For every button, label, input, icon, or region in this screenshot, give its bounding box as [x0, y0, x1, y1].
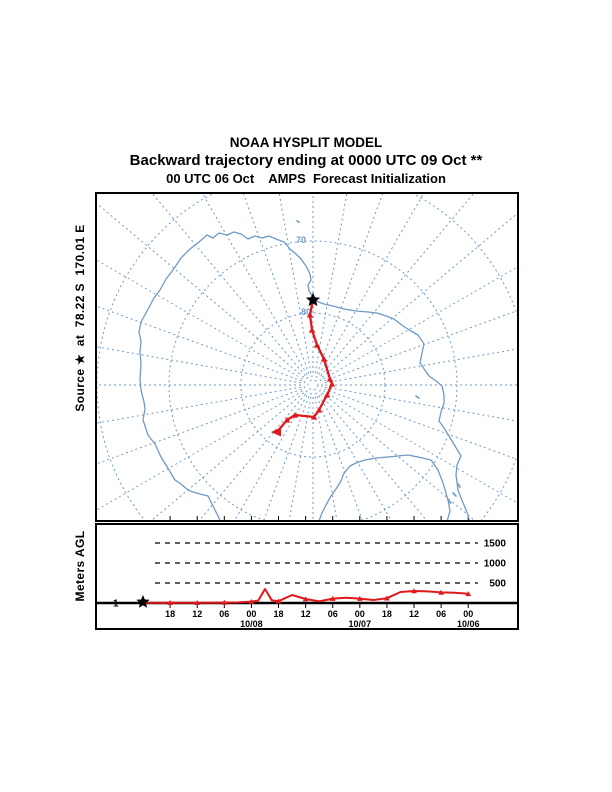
antarctica-coastline: [318, 454, 451, 520]
latitude-label: 70: [296, 235, 306, 245]
meridian-line: [324, 388, 517, 460]
meridian-line: [97, 305, 302, 382]
source-star-icon: [305, 292, 321, 307]
date-label: 10/06: [457, 619, 480, 628]
height-profile-panel: 1500 1000 500 18 12 06 00 18 12 06 00 18 12 06 00 10/08…: [95, 523, 519, 630]
meridian-line: [278, 194, 312, 374]
latitude-circle: [168, 240, 458, 520]
trajectory-number: 1: [113, 599, 119, 610]
trajectory-marker: [326, 376, 334, 382]
height-profile-line: [142, 588, 469, 604]
trajectory-end-arrow: [271, 427, 281, 437]
trajectory-marker: [323, 392, 331, 398]
meridian-line: [234, 395, 308, 520]
trajectory-marker: [328, 381, 336, 387]
meridian-line: [318, 395, 392, 520]
meridian-line: [320, 194, 474, 377]
hour-tick-label: 18: [165, 609, 175, 619]
hour-tick-label: 00: [355, 609, 365, 619]
meters-agl-label: Meters AGL: [73, 530, 87, 602]
island: [296, 220, 300, 223]
height-profile-marker: [357, 595, 363, 601]
gridline-label: 500: [489, 579, 506, 590]
trajectory-marker: [308, 327, 316, 333]
start-star-icon: [136, 595, 150, 608]
meridian-line: [202, 194, 308, 375]
hour-tick-label: 18: [274, 609, 284, 619]
island: [448, 500, 452, 504]
trajectory-marker: [291, 412, 299, 418]
hour-tick-label: 00: [246, 609, 256, 619]
latitude-circle: [240, 312, 386, 458]
antarctica-trajectory-map: 70 80: [97, 194, 517, 520]
trajectory-marker: [306, 312, 314, 318]
height-profile-marker: [275, 598, 282, 604]
hour-tick-label: 18: [382, 609, 392, 619]
meridian-line: [242, 194, 310, 374]
trajectory-title: Backward trajectory ending at 0000 UTC 0…: [129, 152, 483, 169]
hour-tick-label: 06: [328, 609, 338, 619]
height-profile-marker: [465, 591, 472, 597]
height-profile-marker: [167, 600, 173, 605]
map-panel: 70 80: [95, 192, 519, 522]
meridian-line: [323, 266, 517, 380]
height-profile-marker: [194, 600, 200, 605]
hour-tick-label: 06: [219, 609, 229, 619]
gridline-label: 1500: [484, 539, 507, 550]
title-block: NOAA HYSPLIT MODEL Backward trajectory e…: [0, 135, 612, 187]
meridian-line: [314, 396, 338, 520]
antarctica-coastline: [138, 231, 470, 520]
meridian-line: [314, 194, 348, 374]
island: [452, 492, 457, 497]
hour-tick-label: 12: [301, 609, 311, 619]
latitude-label: 80: [301, 307, 311, 317]
trajectory-marker: [315, 407, 323, 413]
source-location-label: Source ★ at 78.22 S 170.01 E: [73, 224, 87, 412]
meridian-line: [97, 259, 303, 380]
trajectory-path: [276, 299, 334, 433]
trajectory-marker: [310, 414, 318, 420]
gridline-label: 1000: [484, 559, 507, 570]
meridian-line: [97, 386, 302, 424]
island: [457, 483, 461, 488]
hour-tick-label: 06: [436, 609, 446, 619]
trajectory-marker: [313, 342, 321, 348]
height-profile-marker: [384, 595, 390, 601]
meridian-line: [316, 194, 384, 374]
height-profile-marker: [302, 596, 309, 602]
graticule: [97, 194, 517, 520]
coastline: [138, 220, 470, 520]
model-title: NOAA HYSPLIT MODEL: [229, 135, 383, 150]
initialization-subtitle: 00 UTC 06 Oct AMPS Forecast Initializati…: [166, 171, 446, 186]
meridian-line: [97, 203, 305, 378]
hour-tick-label: 12: [409, 609, 419, 619]
trajectory-marker: [320, 356, 328, 362]
trajectory-marker: [283, 417, 291, 423]
height-profile-marker: [248, 598, 255, 604]
meridian-line: [97, 390, 303, 511]
meridian-line: [323, 390, 517, 504]
height-profile-marker: [438, 589, 444, 595]
height-profile-marker: [221, 599, 228, 605]
meridian-line: [151, 392, 305, 520]
meridian-line: [199, 393, 306, 520]
date-label: 10/07: [349, 619, 372, 628]
hour-tick-label: 00: [463, 609, 473, 619]
meridian-line: [97, 346, 302, 384]
date-label: 10/08: [240, 619, 263, 628]
height-profile-marker: [411, 588, 417, 594]
meridian-line: [97, 388, 302, 465]
island: [415, 395, 420, 399]
meridian-line: [321, 213, 517, 378]
pole-ring: [303, 375, 323, 395]
meridian-line: [321, 392, 475, 520]
meridian-line: [152, 194, 306, 377]
height-profile-marker: [329, 595, 336, 601]
hour-tick-label: 12: [192, 609, 202, 619]
pole-ring: [307, 379, 319, 391]
